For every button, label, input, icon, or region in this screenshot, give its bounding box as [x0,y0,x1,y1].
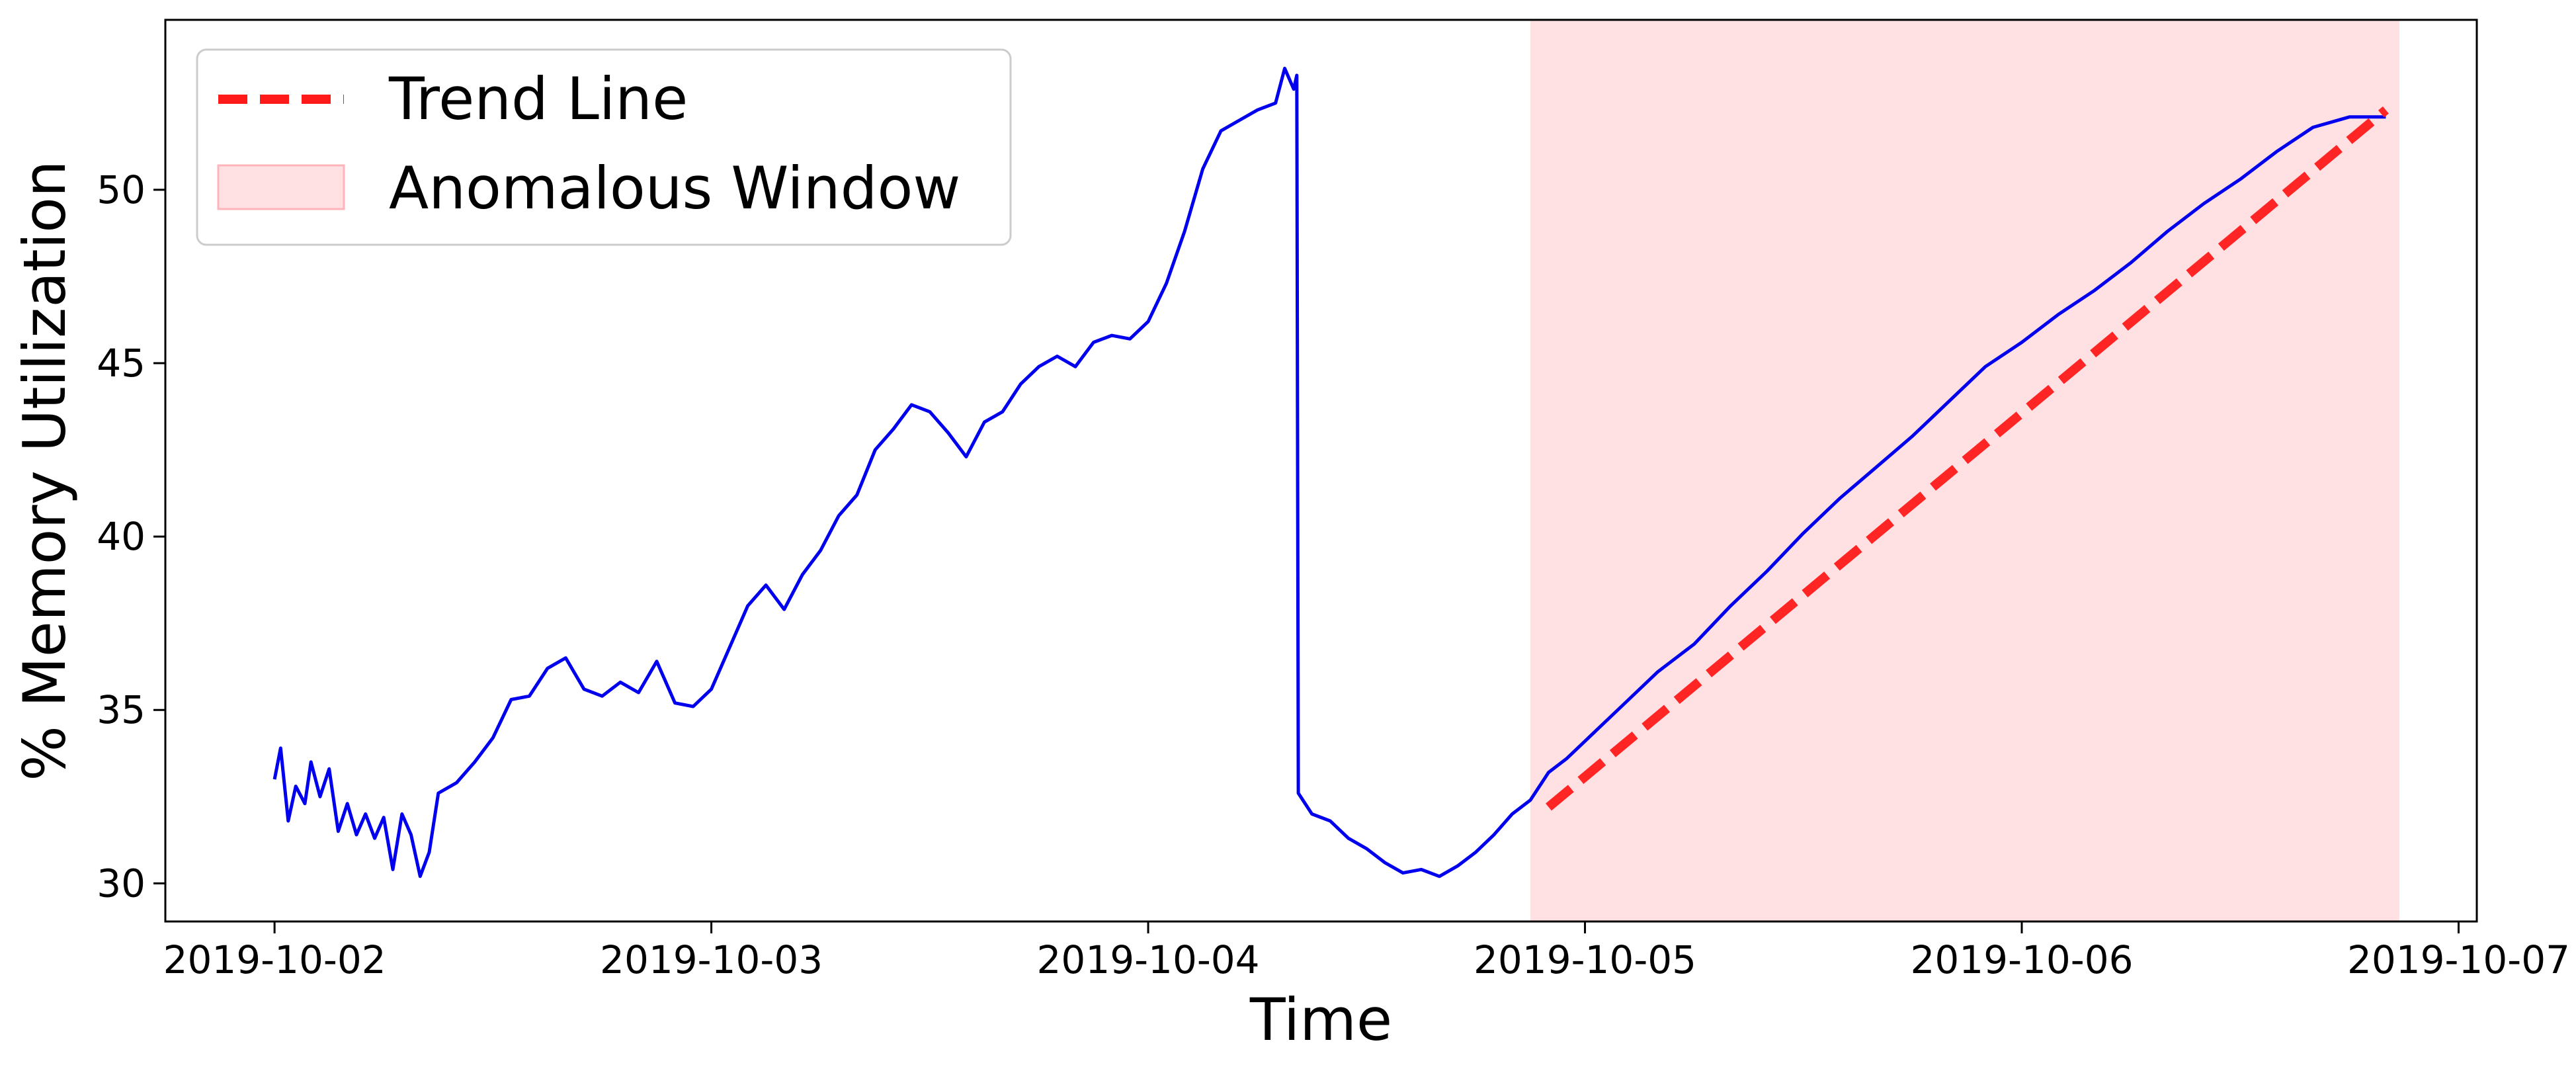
y-tick-label: 35 [97,687,145,732]
x-tick-label: 2019-10-05 [1474,937,1696,982]
y-tick-label: 40 [97,514,145,559]
y-tick-label: 50 [97,167,145,212]
memory-utilization-line [272,66,2386,878]
plot-frame [164,19,2478,923]
legend-trend-line-label: Trend Line [388,65,688,133]
y-axis-label: % Memory Utilization [11,160,79,781]
x-tick-label: 2019-10-07 [2347,937,2570,982]
x-tick-label: 2019-10-03 [600,937,823,982]
trend-line [1546,106,2389,811]
x-tick-label: 2019-10-02 [163,937,386,982]
x-tick-label: 2019-10-06 [1910,937,2133,982]
x-axis-label: Time [1249,986,1392,1054]
y-tick-label: 45 [97,341,145,386]
legend-box [196,48,1012,246]
axis-ticks: 2019-10-02 2019-10-03 2019-10-04 2019-10-05… [97,167,2570,982]
legend-anomalous-window-label: Anomalous Window [389,154,960,222]
plot-area [272,20,2400,921]
x-tick-label: 2019-10-04 [1037,937,1260,982]
y-tick-label: 30 [97,861,145,906]
legend-anomalous-window-swatch [217,164,345,210]
anomalous-window-region [1530,20,2400,921]
legend: Trend Line Anomalous Window [196,48,1012,246]
